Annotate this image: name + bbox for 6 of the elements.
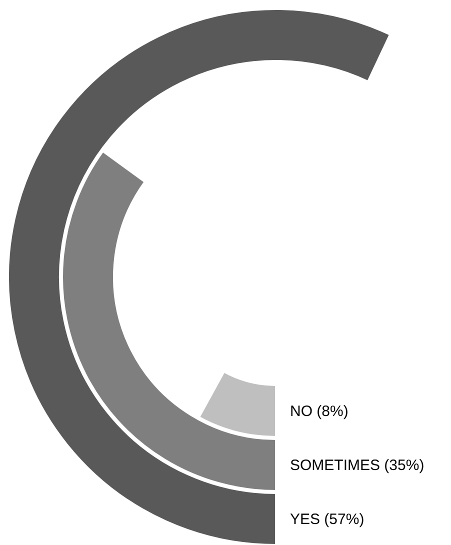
- category-label: SOMETIMES: [290, 457, 380, 474]
- category-label: YES: [290, 511, 320, 528]
- data-label: (8%): [316, 403, 348, 420]
- data-label: (35%): [384, 457, 424, 474]
- category-label: NO: [290, 403, 312, 420]
- data-label: (57%): [324, 511, 364, 528]
